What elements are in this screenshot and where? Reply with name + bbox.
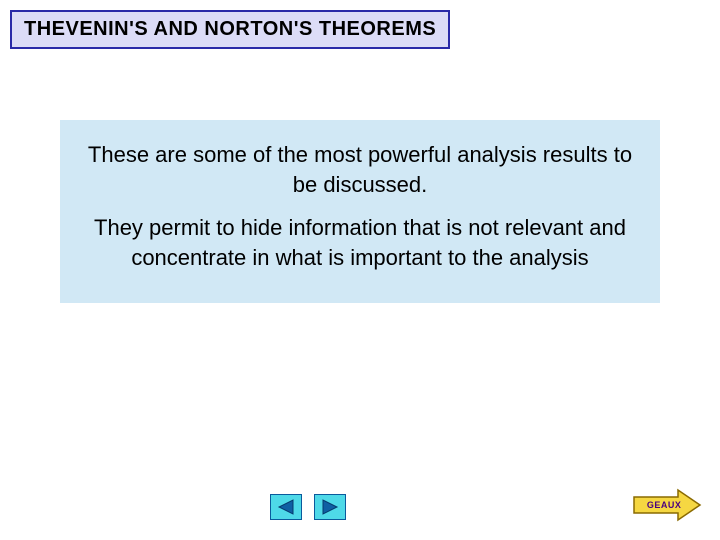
geaux-button[interactable]: GEAUX — [632, 488, 702, 522]
slide-title-box: THEVENIN'S AND NORTON'S THEOREMS — [10, 10, 450, 49]
content-paragraph-1: These are some of the most powerful anal… — [86, 140, 634, 199]
triangle-right-icon — [321, 499, 339, 515]
nav-button-group — [270, 494, 346, 520]
content-box: These are some of the most powerful anal… — [60, 120, 660, 303]
triangle-left-icon — [277, 499, 295, 515]
next-button[interactable] — [314, 494, 346, 520]
content-paragraph-2: They permit to hide information that is … — [86, 213, 634, 272]
prev-button[interactable] — [270, 494, 302, 520]
geaux-label: GEAUX — [647, 500, 682, 510]
slide-title-text: THEVENIN'S AND NORTON'S THEOREMS — [24, 18, 436, 40]
